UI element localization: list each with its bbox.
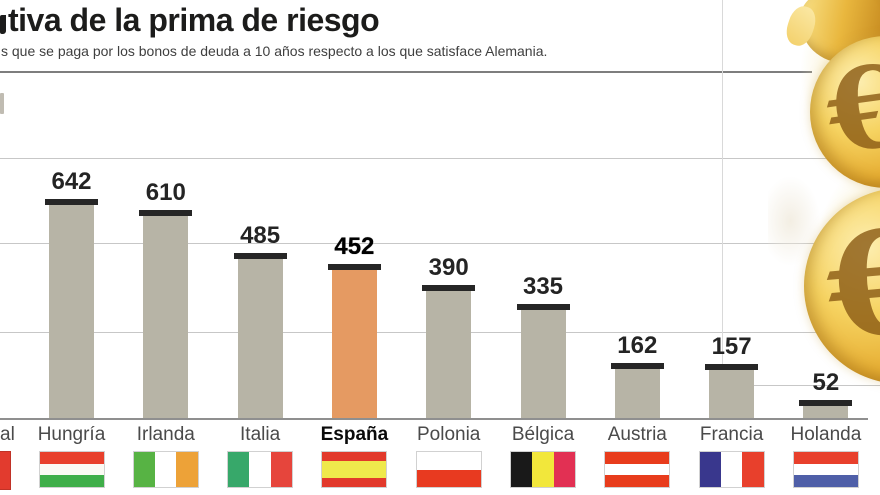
flag-stripe	[39, 463, 104, 476]
bar-cap	[45, 199, 98, 205]
bar	[426, 291, 472, 418]
country-flag	[321, 451, 388, 488]
flag-stripe	[133, 452, 156, 487]
flag-stripe	[605, 463, 670, 476]
flag-stripe	[155, 452, 177, 487]
bar	[237, 259, 283, 418]
gridline	[0, 158, 880, 159]
flag-stripe	[511, 452, 533, 487]
bar-value-label: 452	[334, 233, 375, 260]
page-title: tiva de la prima de riesgo	[8, 2, 380, 38]
bar-value-label: 162	[617, 332, 658, 359]
cropped-bar-value-fragment	[0, 93, 4, 114]
bar-value-label: 610	[145, 179, 186, 206]
bar-cap	[422, 285, 476, 291]
country-label: Holanda	[790, 424, 862, 445]
flag-stripe	[249, 452, 271, 487]
flag-stripe	[605, 475, 670, 488]
flag-stripe	[270, 452, 293, 487]
bar	[143, 216, 189, 418]
page-subtitle: s que se paga por los bonos de deuda a 1…	[1, 43, 548, 59]
bar-cap	[799, 400, 853, 406]
cropped-title-letter-fragment	[0, 15, 6, 34]
bar-cap	[705, 364, 759, 370]
flag-stripe	[322, 478, 387, 487]
country-label: Italia	[240, 424, 281, 445]
country-flag	[604, 451, 671, 488]
country-flag	[698, 451, 765, 488]
bar-value-label: 157	[711, 333, 752, 360]
bar-value-label: 335	[522, 273, 564, 300]
country-flag	[792, 451, 859, 488]
country-label: Austria	[607, 424, 667, 445]
flag-stripe	[793, 452, 858, 464]
flag-stripe	[39, 452, 104, 464]
flag-stripe	[742, 452, 764, 487]
country-flag	[132, 451, 199, 488]
country-label: España	[320, 424, 389, 445]
flag-stripe	[553, 452, 575, 487]
flag-stripe	[39, 475, 104, 488]
bar	[331, 270, 377, 418]
country-flag	[38, 451, 105, 488]
bar-value-label: 390	[428, 254, 469, 281]
header-divider	[0, 71, 812, 73]
country-flag	[415, 451, 482, 488]
right-panel-border	[722, 0, 723, 385]
country-label: Bélgica	[511, 424, 575, 445]
flag-stripe	[699, 452, 721, 487]
bar	[520, 310, 566, 418]
country-flag	[227, 451, 294, 488]
bar	[49, 205, 94, 418]
bar	[803, 406, 849, 418]
bar-value-label: 642	[51, 168, 92, 195]
bar-cap	[327, 264, 381, 270]
bar-value-label: 52	[812, 369, 840, 396]
euro-coins-photo: € €	[768, 0, 880, 402]
flag-stripe	[605, 452, 670, 464]
flag-stripe	[532, 452, 554, 487]
country-label: Francia	[699, 424, 764, 445]
bar-cap	[233, 253, 287, 259]
flag-stripe	[416, 469, 481, 487]
cropped-flag-fragment	[0, 451, 11, 490]
cropped-country-label: al	[0, 424, 15, 445]
bar-cap	[610, 363, 664, 369]
bar-cap	[516, 304, 570, 310]
flag-stripe	[322, 460, 387, 479]
euro-symbol-icon: €	[820, 198, 880, 372]
flag-stripe	[228, 452, 250, 487]
country-label: Irlanda	[136, 424, 195, 445]
flag-stripe	[416, 452, 481, 470]
bar-cap	[139, 210, 193, 216]
gridline	[0, 243, 880, 244]
flag-stripe	[793, 463, 858, 476]
euro-symbol-icon: €	[819, 39, 880, 180]
bar	[709, 370, 755, 418]
flag-stripe	[322, 452, 387, 461]
flag-stripe	[176, 452, 198, 487]
country-label: Polonia	[416, 424, 481, 445]
flag-stripe	[793, 475, 858, 488]
country-label: Hungría	[37, 424, 106, 445]
bar-value-label: 485	[240, 222, 281, 249]
flag-stripe	[720, 452, 743, 487]
x-axis-baseline	[0, 418, 868, 420]
bar	[614, 369, 660, 418]
country-flag	[510, 451, 576, 488]
